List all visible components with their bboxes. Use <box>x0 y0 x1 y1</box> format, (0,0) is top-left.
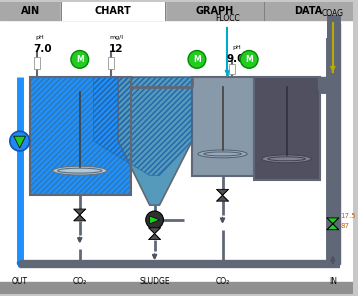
Ellipse shape <box>262 155 311 163</box>
Ellipse shape <box>53 166 107 175</box>
Text: 87: 87 <box>341 223 350 229</box>
Polygon shape <box>149 228 160 234</box>
Text: pH: pH <box>232 44 241 49</box>
Text: 9.0: 9.0 <box>227 54 245 65</box>
Text: CHART: CHART <box>95 6 132 16</box>
Text: DATA: DATA <box>294 6 322 16</box>
Ellipse shape <box>198 150 247 158</box>
Text: mg/l: mg/l <box>109 35 123 40</box>
Bar <box>328 23 340 264</box>
Polygon shape <box>150 216 160 224</box>
Text: 7.0: 7.0 <box>34 44 52 54</box>
Bar <box>30 77 131 195</box>
Text: pH: pH <box>35 35 44 40</box>
Text: SLUDGE: SLUDGE <box>139 277 170 286</box>
Bar <box>30 77 131 195</box>
Polygon shape <box>118 77 192 205</box>
Polygon shape <box>149 234 160 239</box>
Bar <box>318 77 338 89</box>
Bar <box>0 282 353 294</box>
Polygon shape <box>14 136 26 148</box>
Text: M: M <box>76 55 84 64</box>
Polygon shape <box>74 209 86 215</box>
Text: COAG: COAG <box>322 9 344 18</box>
Bar <box>327 15 341 185</box>
Text: 17.5: 17.5 <box>341 213 356 219</box>
Bar <box>34 57 40 69</box>
Bar <box>229 64 235 74</box>
Text: FLOCC: FLOCC <box>215 14 240 23</box>
Circle shape <box>240 51 258 68</box>
Circle shape <box>71 51 89 68</box>
Circle shape <box>188 51 206 68</box>
Bar <box>0 2 353 20</box>
Bar <box>30 77 131 195</box>
Text: GRAPH: GRAPH <box>195 6 234 16</box>
Polygon shape <box>327 218 339 224</box>
Bar <box>0 20 353 282</box>
Polygon shape <box>217 189 228 195</box>
Text: 12: 12 <box>109 44 124 54</box>
Text: CO₂: CO₂ <box>73 277 87 286</box>
Bar <box>254 77 320 181</box>
Text: IN: IN <box>329 277 337 286</box>
Text: OUT: OUT <box>12 277 28 286</box>
Text: M: M <box>193 55 201 64</box>
Text: AIN: AIN <box>21 6 40 16</box>
Polygon shape <box>327 224 339 230</box>
Circle shape <box>10 131 30 151</box>
Bar <box>108 57 114 69</box>
Text: CO₂: CO₂ <box>216 277 230 286</box>
Polygon shape <box>74 215 86 221</box>
Text: M: M <box>245 55 253 64</box>
Bar <box>192 77 254 176</box>
Polygon shape <box>217 195 228 201</box>
Circle shape <box>146 211 164 229</box>
Bar <box>61 2 165 20</box>
